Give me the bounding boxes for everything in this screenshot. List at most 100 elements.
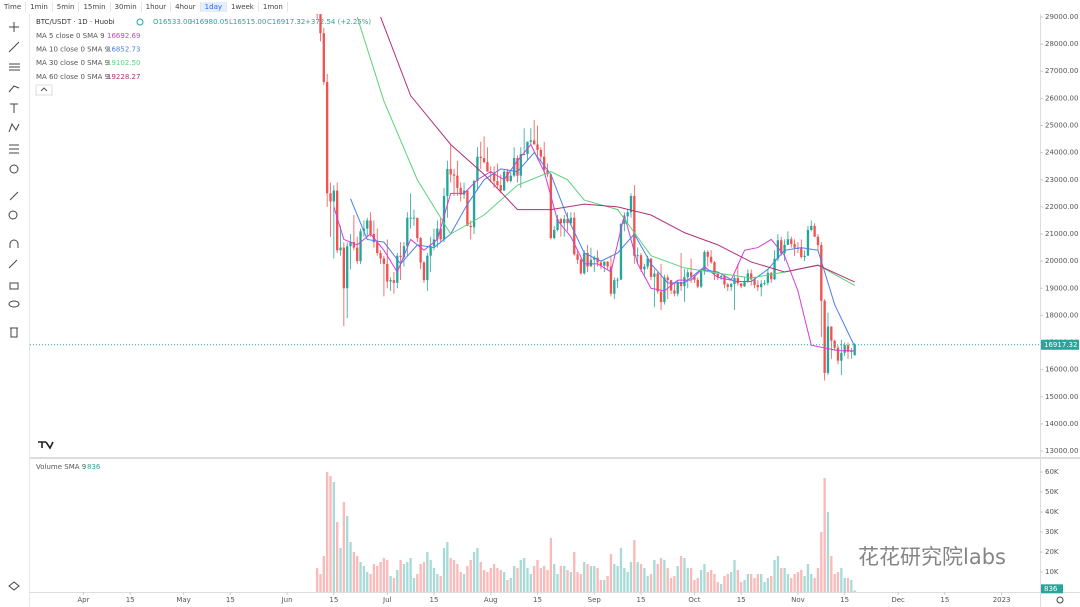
volume-bar [780,568,783,592]
volume-bar [693,580,696,592]
candle-body [689,272,693,277]
volume-bar [696,578,699,592]
volume-bar [750,574,753,592]
volume-bar [633,540,636,592]
interval-button[interactable]: Time [0,1,27,12]
y2-tick-label: 10K [1045,568,1059,576]
interval-button[interactable]: 1hour [142,1,172,12]
candle-body [332,190,336,202]
layers-tool[interactable] [8,581,20,591]
candle-body [800,248,803,258]
ma-legend-value: 16852.73 [107,46,140,54]
volume-bar [846,578,850,592]
volume-bar [512,566,516,592]
y2-tick-label: 20K [1045,548,1059,556]
x-tick-label: 15 [840,596,849,604]
interval-button[interactable]: 30min [111,1,142,12]
ruler-tool[interactable] [9,191,19,201]
volume-bar [626,572,629,592]
zoom-tool[interactable] [8,210,18,220]
lock-tool[interactable] [9,282,19,290]
y-tick-label: 22000.00 [1045,203,1078,211]
volume-bar [743,580,746,592]
volume-bar [526,568,529,592]
text-tool[interactable] [10,103,18,113]
y-tick-label: 29000.00 [1045,13,1078,21]
volume-bar [359,562,362,592]
volume-bar [409,558,412,592]
y-tick-label: 25000.00 [1045,121,1078,129]
change-label: +372.54 (+2.25%) [305,18,371,26]
volume-bar [322,556,325,592]
candle-body [402,246,406,258]
prediction-tool[interactable] [9,144,19,154]
volume-bar [756,574,760,592]
interval-button[interactable]: 1day [200,1,228,12]
candle-body [826,326,830,373]
interval-button[interactable]: 5min [53,1,80,12]
candle-body [512,158,516,176]
visibility-tool[interactable] [8,300,20,308]
interval-button[interactable]: 15min [79,1,111,12]
candle-body [426,255,429,281]
drawing-tools[interactable] [8,22,20,591]
candle-body [539,149,543,157]
volume-bar [596,568,599,592]
interval-button[interactable]: 1mon [259,1,288,12]
candle-body [833,340,836,348]
volume-bar [549,538,553,592]
candle-body [683,277,686,287]
candle-body [790,239,793,245]
delete-tool[interactable] [10,327,18,338]
line-tool[interactable] [8,41,20,53]
interval-button[interactable]: 1min [26,1,53,12]
candle-body [740,283,743,287]
volume-bar [576,572,579,592]
brush-tool[interactable] [8,85,20,93]
lock-draw-tool[interactable] [8,259,18,269]
volume-bar [800,570,803,592]
candle-body [783,244,786,254]
x-tick-label: 15 [226,596,235,604]
interval-button[interactable]: 4hour [171,1,201,12]
volume-bar [522,558,526,592]
collapse-button[interactable] [35,84,53,96]
y-tick-label: 18000.00 [1045,311,1078,319]
candle-body [436,228,439,240]
interval-button[interactable]: 1week [227,1,259,12]
candle-body [516,158,519,176]
emoji-tool[interactable] [9,164,19,174]
volume-bar [376,566,379,592]
volume-bar [579,574,583,592]
ma-line [356,16,855,286]
magnet-tool[interactable] [9,239,19,248]
candle-body [432,239,436,247]
volume-bar [776,556,780,592]
candle-body [793,244,796,248]
candle-body [743,280,746,287]
candle-body [706,251,709,257]
crosshair-tool[interactable] [9,22,19,32]
ma-legend-name: MA 60 close 0 SMA 9 [36,73,109,81]
candle-body [356,247,359,262]
candle-body [349,242,352,247]
volume-bar [489,568,492,592]
pattern-tool[interactable] [8,122,20,133]
watermark: 花花研究院labs [858,545,1006,569]
ma-line [333,143,855,352]
candle-body [319,14,322,34]
volume-bar [459,572,462,592]
volume-bar [369,574,372,592]
tv-logo [38,441,54,450]
volume-bar [329,476,332,592]
settings-icon[interactable] [1056,596,1064,604]
candle-body [359,231,362,262]
candle-body [416,217,419,239]
ohlc-close: C16917.32 [267,18,305,26]
candle-body [723,276,726,285]
ma-legend-name: MA 5 close 0 SMA 9 [36,32,105,40]
fib-tool[interactable] [9,63,20,71]
volume-bar [325,472,329,592]
candle-body [623,216,626,224]
